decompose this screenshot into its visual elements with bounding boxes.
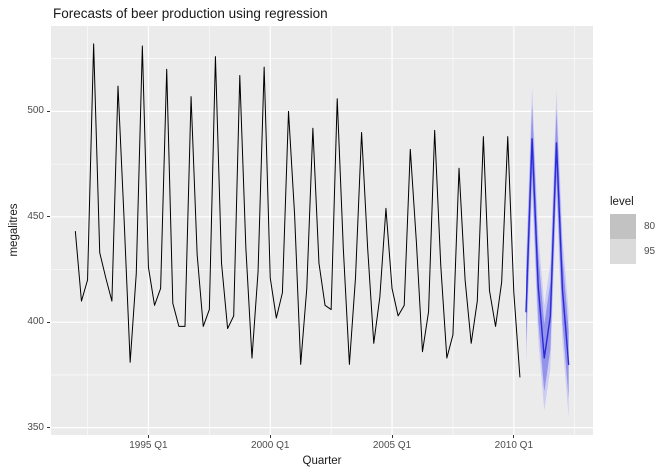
x-tick-label: 2010 Q1 (494, 440, 534, 451)
y-tick-mark (47, 427, 50, 429)
legend-entry-95: 95 (610, 239, 655, 264)
y-tick-mark (47, 321, 50, 323)
legend-swatch-icon (610, 214, 636, 239)
forecast-mean-line (525, 138, 570, 366)
y-tick-label: 400 (27, 316, 44, 328)
x-tick-label: 2000 Q1 (251, 440, 290, 451)
plot-panel (51, 26, 593, 435)
y-tick-label: 350 (27, 421, 44, 433)
y-tick-label: 500 (27, 105, 44, 117)
x-tick-mark (269, 435, 271, 438)
legend-title: level (610, 196, 634, 208)
legend-entry-80: 80 (610, 214, 655, 239)
x-tick-label: 1995 Q1 (129, 440, 168, 451)
chart-canvas (51, 26, 593, 435)
x-tick-mark (391, 435, 393, 438)
legend: level 80 95 (610, 196, 655, 264)
legend-entries: 80 95 (610, 214, 655, 264)
observed-line (74, 43, 521, 378)
y-tick-mark (47, 216, 50, 218)
legend-label: 95 (644, 246, 656, 257)
legend-swatch-icon (610, 239, 636, 264)
x-axis-title: Quarter (302, 455, 342, 467)
legend-label: 80 (644, 221, 656, 232)
y-axis-title-text: megalitres (8, 203, 20, 257)
y-tick-label: 450 (27, 210, 44, 222)
x-tick-mark (513, 435, 515, 438)
x-tick-mark (147, 435, 149, 438)
chart-title: Forecasts of beer production using regre… (53, 6, 328, 21)
x-tick-label: 2005 Q1 (372, 440, 412, 451)
y-tick-mark (47, 110, 50, 112)
